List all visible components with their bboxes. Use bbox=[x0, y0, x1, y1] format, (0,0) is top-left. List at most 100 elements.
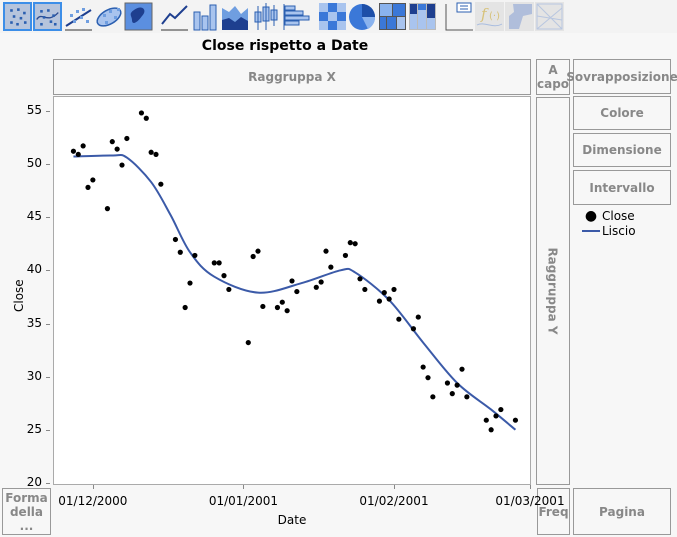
data-point[interactable] bbox=[85, 184, 91, 190]
data-point[interactable] bbox=[381, 290, 387, 296]
data-point[interactable] bbox=[318, 279, 324, 285]
interval-zone[interactable]: Intervallo bbox=[573, 170, 671, 205]
histogram-button[interactable] bbox=[282, 2, 311, 31]
data-point[interactable] bbox=[260, 303, 266, 310]
data-point[interactable] bbox=[109, 139, 115, 145]
y-tick-label: 45 bbox=[26, 209, 42, 224]
data-point[interactable] bbox=[192, 252, 198, 259]
data-point[interactable] bbox=[352, 241, 358, 247]
y-axis[interactable]: 20 25 30 35 40 45 50 55 bbox=[0, 96, 50, 496]
data-point[interactable] bbox=[177, 249, 183, 255]
line-icon bbox=[161, 5, 188, 31]
legend-item-close[interactable]: ● Close bbox=[582, 207, 636, 224]
wrap-zone[interactable]: A capo bbox=[536, 59, 570, 95]
point-marker-icon: ● bbox=[584, 207, 598, 224]
data-point[interactable] bbox=[216, 260, 222, 266]
data-point[interactable] bbox=[420, 364, 426, 370]
data-point[interactable] bbox=[347, 240, 353, 246]
data-point[interactable] bbox=[255, 248, 261, 254]
data-point[interactable] bbox=[430, 394, 436, 400]
smoother-button[interactable] bbox=[33, 2, 62, 31]
data-point[interactable] bbox=[444, 380, 451, 386]
data-point[interactable] bbox=[386, 296, 392, 302]
data-point[interactable] bbox=[172, 236, 179, 243]
data-point[interactable] bbox=[119, 162, 125, 168]
data-point[interactable] bbox=[488, 427, 494, 433]
data-point[interactable] bbox=[274, 304, 281, 311]
contour-button[interactable] bbox=[124, 2, 153, 31]
data-point[interactable] bbox=[459, 366, 465, 372]
line-of-fit-button[interactable] bbox=[64, 2, 93, 31]
data-point[interactable] bbox=[250, 253, 256, 260]
data-point[interactable] bbox=[328, 264, 334, 270]
data-point[interactable] bbox=[454, 382, 460, 388]
parallel-button[interactable] bbox=[535, 2, 564, 31]
data-point[interactable] bbox=[138, 110, 145, 116]
color-zone[interactable]: Colore bbox=[573, 96, 671, 130]
data-point[interactable] bbox=[104, 206, 111, 212]
data-point[interactable] bbox=[90, 177, 96, 183]
data-point[interactable] bbox=[410, 326, 417, 332]
data-point[interactable] bbox=[376, 298, 383, 304]
mosaic-button[interactable] bbox=[408, 2, 437, 31]
data-point[interactable] bbox=[396, 316, 402, 322]
data-point[interactable] bbox=[158, 181, 164, 187]
data-point[interactable] bbox=[114, 146, 120, 152]
data-point[interactable] bbox=[362, 286, 368, 293]
data-point[interactable] bbox=[483, 417, 489, 423]
data-point[interactable] bbox=[182, 304, 188, 311]
data-point[interactable] bbox=[211, 260, 217, 266]
smoother-line[interactable] bbox=[73, 153, 517, 431]
caption-box-button[interactable] bbox=[445, 2, 474, 31]
data-point[interactable] bbox=[498, 406, 504, 413]
points-button[interactable] bbox=[3, 2, 32, 31]
data-point[interactable] bbox=[425, 375, 431, 381]
data-point[interactable] bbox=[323, 248, 329, 254]
overlay-zone[interactable]: Sovrapposizione bbox=[566, 59, 677, 94]
plot-area[interactable] bbox=[53, 96, 531, 485]
data-point[interactable] bbox=[357, 276, 363, 282]
freq-zone[interactable]: Freq bbox=[537, 488, 570, 535]
data-point[interactable] bbox=[289, 278, 295, 284]
legend-item-smoother[interactable]: Liscio bbox=[582, 223, 636, 238]
data-point[interactable] bbox=[187, 280, 193, 286]
data-point[interactable] bbox=[80, 143, 86, 149]
area-button[interactable] bbox=[221, 2, 250, 31]
treemap-button[interactable] bbox=[378, 2, 407, 31]
data-point[interactable] bbox=[75, 151, 81, 158]
data-point[interactable] bbox=[415, 314, 421, 320]
data-point[interactable] bbox=[279, 299, 285, 305]
data-point[interactable] bbox=[70, 148, 77, 154]
ellipse-button[interactable] bbox=[95, 2, 124, 31]
box-plot-button[interactable] bbox=[252, 2, 281, 31]
x-tick-label: 01/12/2000 bbox=[58, 494, 128, 508]
data-point[interactable] bbox=[284, 308, 290, 314]
data-point[interactable] bbox=[294, 288, 300, 295]
data-point[interactable] bbox=[143, 115, 149, 121]
data-point[interactable] bbox=[245, 339, 251, 346]
heatmap-button[interactable] bbox=[318, 2, 347, 31]
group-x-zone[interactable]: Raggruppa X bbox=[53, 59, 531, 95]
bar-button[interactable] bbox=[191, 2, 220, 31]
data-point[interactable] bbox=[221, 273, 227, 279]
data-point[interactable] bbox=[342, 252, 349, 259]
data-point[interactable] bbox=[226, 286, 232, 293]
line-button[interactable] bbox=[160, 2, 189, 31]
data-point[interactable] bbox=[153, 151, 159, 158]
data-point[interactable] bbox=[449, 391, 455, 397]
data-point[interactable] bbox=[464, 394, 470, 400]
group-y-zone[interactable]: Raggruppa Y bbox=[536, 97, 570, 485]
pie-button[interactable] bbox=[348, 2, 377, 31]
data-point[interactable] bbox=[391, 286, 397, 293]
data-point[interactable] bbox=[512, 417, 519, 423]
data-point[interactable] bbox=[124, 135, 130, 142]
formula-button[interactable]: f (·) bbox=[475, 2, 504, 31]
page-zone[interactable]: Pagina bbox=[573, 488, 671, 535]
data-point[interactable] bbox=[493, 413, 499, 419]
shape-zone[interactable]: Forma della ... bbox=[2, 488, 51, 535]
map-shapes-button[interactable] bbox=[505, 2, 534, 31]
area-icon bbox=[222, 6, 248, 30]
size-zone[interactable]: Dimensione bbox=[573, 133, 671, 167]
data-point[interactable] bbox=[313, 284, 319, 290]
data-point[interactable] bbox=[148, 149, 154, 155]
